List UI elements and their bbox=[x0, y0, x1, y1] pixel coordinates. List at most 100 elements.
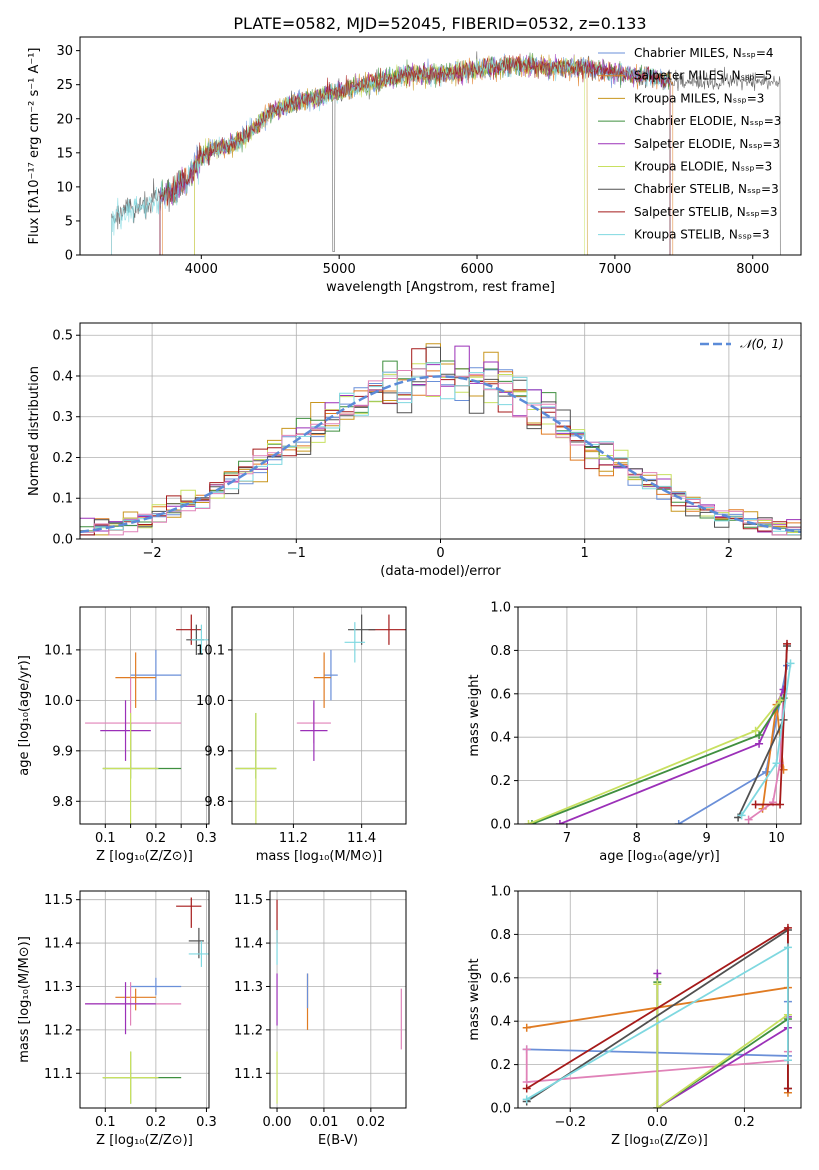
y-tick-label: 0.2 bbox=[490, 774, 511, 789]
x-axis-label: Z [log₁₀(Z/Z⊙)] bbox=[96, 849, 193, 864]
y-axis-label: mass weight bbox=[467, 958, 482, 1040]
legend-entry: Chabrier MILES, Nₛₛₚ=4 bbox=[634, 46, 774, 60]
point-marker bbox=[783, 943, 792, 952]
legend-entry: Kroupa ELODIE, Nₛₛₚ=3 bbox=[634, 160, 772, 174]
legend-entry: Salpeter MILES, Nₛₛₚ=5 bbox=[634, 69, 772, 83]
series-chabrier_elodie bbox=[656, 982, 789, 1108]
y-tick-label: 10.0 bbox=[44, 694, 73, 709]
y-tick-label: 20 bbox=[56, 112, 73, 127]
y-tick-label: 0.0 bbox=[52, 533, 73, 548]
y-tick-label: 10.1 bbox=[44, 643, 73, 658]
point-marker bbox=[674, 820, 683, 824]
plot-area bbox=[80, 343, 801, 539]
y-tick-label: 11.5 bbox=[44, 893, 73, 908]
chart-spectrum: Chabrier MILES, Nₛₛₚ=4 Salpeter MILES, Nₛ… bbox=[27, 36, 802, 295]
chart-age-vs-Z: 0.1 0.2 0.3 9.8 9.9 10.0 10.1 Z [log₁₀(Z/Z⊙)] ag… bbox=[17, 606, 217, 864]
y-tick-label: 0.5 bbox=[52, 329, 73, 344]
point-marker bbox=[751, 800, 760, 809]
x-tick-label: 2 bbox=[725, 546, 733, 561]
x-axis-label: Z [log₁₀(Z/Z⊙)] bbox=[96, 1133, 193, 1148]
series-salpeter_miles bbox=[162, 55, 674, 255]
histogram-kroupa_stelib bbox=[80, 362, 801, 539]
x-tick-label: 0.3 bbox=[196, 831, 217, 846]
x-axis-label: wavelength [Angstrom, rest frame] bbox=[326, 280, 555, 295]
chart-residuals: 𝒩(0, 1) −2 −1 0 1 2 0.0 0.1 0.2 0.3 0.4 0.5 (data-mo… bbox=[27, 322, 802, 579]
y-tick-label: 9.8 bbox=[204, 795, 225, 810]
point-marker bbox=[755, 731, 764, 740]
plot-area bbox=[85, 897, 209, 1104]
x-axis-label: mass [log₁₀(M/M⊙)] bbox=[256, 849, 383, 864]
y-tick-label: 11.2 bbox=[44, 1023, 73, 1038]
x-tick-label: 7000 bbox=[598, 262, 631, 277]
y-tick-label: 9.8 bbox=[52, 795, 73, 810]
point-marker bbox=[522, 1084, 531, 1093]
legend-entry: Salpeter ELODIE, Nₛₛₚ=3 bbox=[634, 137, 780, 151]
axes-frame bbox=[79, 36, 802, 256]
x-tick-label: 11.2 bbox=[279, 831, 308, 846]
axes-frame bbox=[231, 606, 407, 825]
series-chabrier_elodie bbox=[159, 52, 671, 255]
x-tick-label: 6000 bbox=[460, 262, 493, 277]
axes-frame bbox=[517, 890, 802, 1109]
x-tick-label: 0.1 bbox=[95, 1115, 116, 1130]
x-axis-label: age [log₁₀(age/yr)] bbox=[599, 849, 720, 864]
y-tick-label: 0.2 bbox=[52, 451, 73, 466]
y-tick-label: 10.0 bbox=[196, 694, 225, 709]
x-tick-label: 0.2 bbox=[146, 1115, 167, 1130]
chart-mass-weight-vs-Z: −0.2 0.0 0.2 0.0 0.2 0.4 0.6 0.8 1.0 Z [log₁₀(Z/Z… bbox=[467, 885, 802, 1148]
point-marker bbox=[737, 811, 746, 820]
x-axis-label: (data-model)/error bbox=[380, 564, 501, 579]
point-marker bbox=[776, 696, 785, 705]
y-tick-label: 0.3 bbox=[52, 410, 73, 425]
y-tick-label: 11.5 bbox=[234, 893, 263, 908]
y-tick-label: 0.8 bbox=[490, 928, 511, 943]
point-marker bbox=[522, 1045, 531, 1054]
point-marker bbox=[653, 1104, 662, 1108]
y-tick-label: 11.1 bbox=[44, 1067, 73, 1082]
x-axis-label: Z [log₁₀(Z/Z⊙)] bbox=[611, 1133, 708, 1148]
axes-frame bbox=[79, 606, 210, 825]
series-salpeter_elodie bbox=[159, 53, 671, 255]
point-marker bbox=[522, 1023, 531, 1032]
axes-frame bbox=[269, 890, 407, 1109]
series-kroupa_elodie bbox=[528, 699, 781, 824]
y-tick-label: 9.9 bbox=[204, 744, 225, 759]
x-tick-label: 0.3 bbox=[196, 1115, 217, 1130]
y-tick-label: 5 bbox=[65, 214, 73, 229]
x-tick-label: 4000 bbox=[185, 262, 218, 277]
y-tick-label: 11.3 bbox=[234, 980, 263, 995]
series-chabrier_elodie bbox=[531, 697, 785, 824]
x-tick-label: 11.4 bbox=[347, 831, 376, 846]
plot-area bbox=[524, 639, 795, 824]
y-tick-label: 0.4 bbox=[52, 369, 73, 384]
plot-area bbox=[235, 614, 406, 824]
x-tick-label: 9 bbox=[703, 831, 711, 846]
x-tick-label: 1 bbox=[581, 546, 589, 561]
y-tick-label: 25 bbox=[56, 78, 73, 93]
y-tick-label: 10 bbox=[56, 180, 73, 195]
plot-area bbox=[276, 899, 402, 1104]
x-axis-label: E(B-V) bbox=[318, 1133, 358, 1148]
y-tick-label: 1.0 bbox=[490, 885, 511, 900]
y-tick-label: 1.0 bbox=[490, 601, 511, 616]
y-tick-label: 0.0 bbox=[490, 818, 511, 833]
point-marker bbox=[522, 1095, 531, 1104]
plot-area bbox=[111, 51, 781, 255]
point-marker bbox=[555, 820, 564, 824]
x-tick-label: 8 bbox=[633, 831, 641, 846]
x-tick-label: 7 bbox=[563, 831, 571, 846]
legend-entry: Kroupa MILES, Nₛₛₚ=3 bbox=[634, 91, 764, 105]
series-kroupa_stelib bbox=[111, 56, 671, 255]
y-tick-label: 11.3 bbox=[44, 980, 73, 995]
axes-frame bbox=[517, 606, 802, 825]
y-tick-label: 0.4 bbox=[490, 1015, 511, 1030]
point-marker bbox=[776, 800, 785, 809]
y-tick-label: 0.8 bbox=[490, 644, 511, 659]
point-marker bbox=[783, 639, 792, 648]
chart-mass-vs-Z: 0.1 0.2 0.3 11.1 11.2 11.3 11.4 11.5 Z [log₁₀(Z/… bbox=[17, 890, 217, 1148]
x-tick-label: 10 bbox=[768, 831, 785, 846]
point-marker bbox=[783, 1056, 792, 1065]
x-tick-label: 0.01 bbox=[309, 1115, 338, 1130]
x-tick-label: 0 bbox=[436, 546, 444, 561]
